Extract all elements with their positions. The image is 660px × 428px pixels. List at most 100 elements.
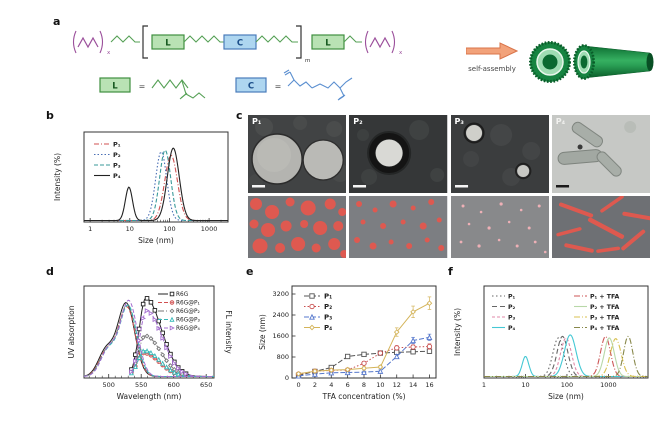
panel-b-label: b [46, 109, 54, 122]
c-block [235, 77, 267, 93]
svg-text:1: 1 [482, 381, 486, 389]
l-block-label: L [325, 39, 331, 49]
svg-text:4: 4 [329, 381, 333, 389]
tem-image-p3: P₃ [450, 115, 549, 193]
svg-text:P₄: P₄ [508, 325, 516, 332]
short-nanotube [529, 41, 571, 83]
scale-bar [252, 185, 266, 188]
svg-text:P₁: P₁ [324, 293, 332, 301]
svg-text:1600: 1600 [272, 332, 289, 340]
svg-text:500: 500 [102, 381, 114, 389]
peg-subscript: x [399, 50, 403, 56]
svg-text:R6G@P₁: R6G@P₁ [176, 301, 200, 307]
l-block [99, 77, 131, 93]
svg-text:100: 100 [561, 381, 573, 389]
svg-text:12: 12 [393, 381, 401, 389]
svg-text:P₁: P₁ [113, 141, 121, 149]
svg-text:P₁: P₁ [508, 294, 516, 301]
svg-text:Intensity (%): Intensity (%) [453, 308, 462, 356]
svg-text:Wavelength (nm): Wavelength (nm) [117, 392, 182, 401]
svg-text:TFA concentration (%): TFA concentration (%) [321, 392, 405, 401]
svg-text:14: 14 [409, 381, 417, 389]
c-block-label: C [237, 39, 243, 49]
svg-text:P₃: P₃ [113, 162, 121, 170]
svg-text:P₄ + TFA: P₄ + TFA [590, 325, 619, 332]
equals-sign: = [139, 82, 146, 91]
nanotube-illustration [529, 41, 654, 83]
long-nanotube [572, 44, 654, 80]
svg-text:6: 6 [346, 381, 350, 389]
svg-text:UV absorption: UV absorption [67, 305, 76, 358]
svg-text:800: 800 [277, 353, 289, 361]
l-block-label: L [112, 82, 118, 92]
svg-text:10: 10 [126, 225, 134, 233]
svg-text:P₄: P₄ [113, 172, 121, 180]
image-label: P₄ [555, 117, 566, 126]
panel-a-label: a [53, 15, 61, 28]
self-assembly-label: self-assembly [468, 65, 516, 73]
svg-text:FL intensity: FL intensity [224, 310, 233, 354]
svg-text:3200: 3200 [272, 290, 289, 298]
fluorescence-image-p4 [551, 196, 650, 258]
l-structure [151, 79, 206, 100]
svg-text:P₄: P₄ [324, 324, 332, 332]
spectra-chart-d: 500 550 600 650 Wavelength (nm) UV absorption… [67, 285, 233, 401]
svg-text:100: 100 [163, 225, 175, 233]
image-label: P₂ [353, 117, 363, 126]
panel-e-label: e [246, 265, 254, 278]
svg-text:1000: 1000 [201, 225, 218, 233]
panel-c-label: c [236, 109, 243, 122]
svg-text:650: 650 [200, 381, 212, 389]
image-label: P₁ [252, 117, 262, 126]
microscopy-grid: P₁ P₂ [248, 115, 650, 258]
svg-text:P₃ + TFA: P₃ + TFA [590, 315, 619, 322]
dls-chart-b: 1 10 100 1000 Size (nm) Intensity (%) P₁ P₂ P₃ P₄ [53, 131, 229, 245]
dls-tfa-chart-f: 1 10 100 1000 Size (nm) Intensity (%) P₁ P₂ P₃ P₄… [453, 285, 649, 401]
tem-image-p4: P₄ [551, 115, 650, 193]
c-block-label: C [248, 82, 254, 92]
svg-text:P₂ + TFA: P₂ + TFA [590, 304, 619, 311]
svg-text:2: 2 [313, 381, 317, 389]
right-arrow-icon [465, 42, 519, 60]
svg-text:P₁ + TFA: P₁ + TFA [590, 294, 619, 301]
svg-text:1: 1 [88, 225, 92, 233]
svg-text:P₂: P₂ [508, 304, 516, 311]
svg-text:2400: 2400 [272, 311, 289, 319]
fluorescence-image-p2 [349, 196, 448, 258]
svg-text:10: 10 [521, 381, 529, 389]
svg-text:1000: 1000 [600, 381, 617, 389]
l-block-label: L [165, 39, 171, 49]
scale-bar [555, 185, 569, 188]
polymer-structure-diagram: x L C m L x L = [72, 25, 403, 101]
svg-text:8: 8 [362, 381, 366, 389]
svg-text:R6G@P₃: R6G@P₃ [176, 318, 201, 324]
svg-text:16: 16 [425, 381, 433, 389]
svg-text:0: 0 [296, 381, 300, 389]
svg-text:R6G: R6G [176, 292, 189, 298]
svg-text:600: 600 [167, 381, 179, 389]
svg-text:Intensity (%): Intensity (%) [53, 153, 62, 201]
svg-text:R6G@P₂: R6G@P₂ [176, 309, 200, 315]
size-vs-tfa-chart-e: 0 2 4 6 8 10 12 14 16 0 800 1600 2400 3200 TFA concent… [258, 285, 437, 401]
fluorescence-image-p3 [450, 196, 549, 258]
svg-text:Size (nm): Size (nm) [258, 314, 267, 350]
repeat-subscript: m [305, 58, 310, 64]
svg-text:10: 10 [376, 381, 384, 389]
self-assembly-arrow-block: self-assembly [458, 42, 526, 73]
svg-text:P₂: P₂ [324, 303, 332, 311]
svg-text:Size (nm): Size (nm) [138, 236, 174, 245]
scale-bar [454, 185, 468, 188]
equals-sign: = [275, 82, 282, 91]
panel-f-label: f [448, 265, 453, 278]
c-structure [283, 69, 353, 101]
tem-image-p2: P₂ [349, 115, 448, 193]
panel-d-label: d [46, 265, 54, 278]
svg-text:R6G@P₄: R6G@P₄ [176, 326, 201, 332]
svg-text:Size (nm): Size (nm) [548, 392, 584, 401]
image-label: P₃ [454, 117, 464, 126]
svg-text:P₃: P₃ [508, 315, 516, 322]
fluorescence-image-p1 [248, 196, 347, 258]
scale-bar [353, 185, 367, 188]
tem-image-p1: P₁ [248, 115, 347, 193]
